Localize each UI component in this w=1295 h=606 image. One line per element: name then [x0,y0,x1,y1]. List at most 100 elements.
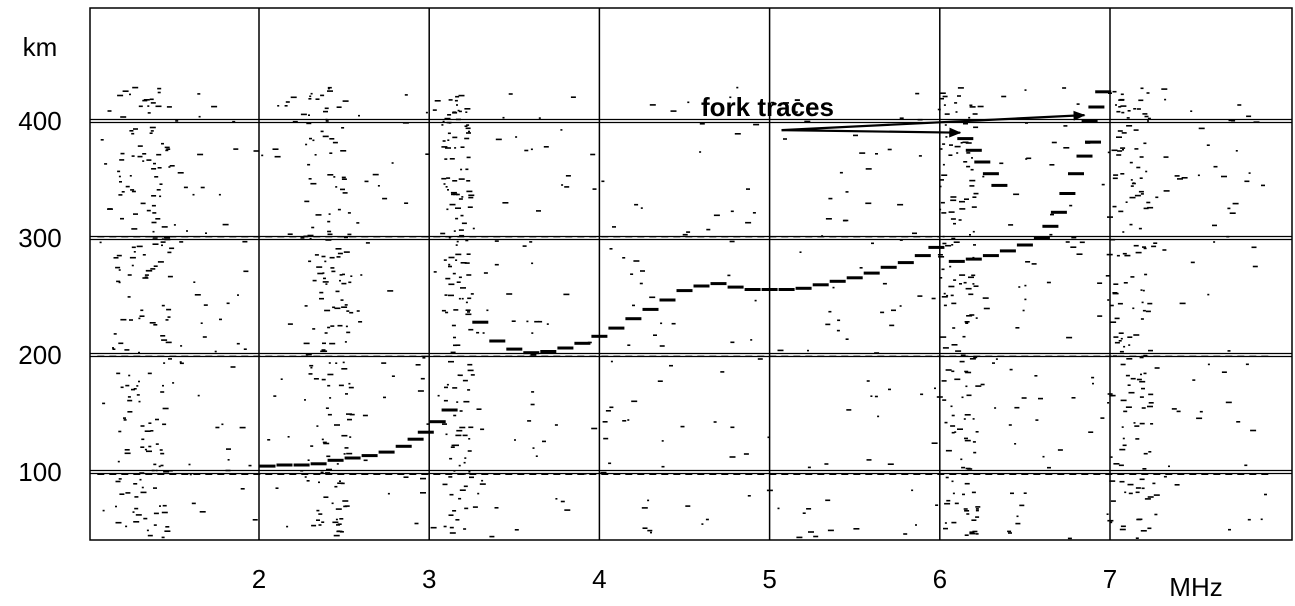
noise-speck [730,341,735,344]
noise-speck [339,518,344,520]
noise-speck [173,224,176,226]
noise-speck [463,485,468,488]
noise-speck [337,252,343,255]
noise-speck [243,270,249,273]
noise-speck [479,483,486,485]
noise-speck [941,174,948,176]
noise-speck [219,318,222,321]
noise-speck [958,219,962,221]
noise-speck [112,348,116,350]
noise-speck [745,221,752,224]
noise-speck [1122,231,1125,233]
noise-speck [145,269,151,272]
noise-speck [341,178,347,180]
noise-speck [972,196,977,198]
noise-speck [448,263,451,266]
noise-speck [713,214,720,217]
noise-speck [1140,530,1147,532]
noise-speck [1136,378,1142,381]
noise-speck [336,256,341,258]
noise-speck [162,384,164,387]
noise-speck [311,226,315,229]
noise-speck [442,483,448,486]
noise-speck [973,244,976,246]
noise-speck [1244,464,1248,467]
noise-speck [455,519,460,521]
noise-speck [480,428,485,431]
noise-speck [341,282,347,285]
noise-speck [321,255,326,258]
noise-speck [1046,281,1051,284]
noise-speck [827,529,834,532]
noise-speck [730,210,734,213]
noise-speck [193,281,196,283]
noise-speck [417,390,424,392]
noise-speck [449,457,453,460]
noise-speck [133,521,140,523]
noise-speck [117,460,120,463]
noise-speck [1163,190,1170,192]
noise-speck [943,292,946,295]
noise-speck [252,519,258,521]
noise-speck [971,157,973,159]
noise-speck [825,323,831,326]
noise-speck [1014,443,1017,445]
noise-speck [877,415,880,418]
noise-speck [531,391,535,393]
noise-speck [136,245,143,248]
noise-speck [1110,521,1113,524]
noise-speck [1112,177,1118,180]
noise-speck [1018,286,1021,288]
noise-speck [304,399,306,401]
noise-speck [538,117,541,119]
noise-speck [950,218,956,220]
noise-speck [564,186,570,188]
noise-speck [463,461,466,464]
noise-speck [344,447,349,449]
noise-speck [489,535,495,538]
x-tick-label: 5 [762,564,776,594]
noise-speck [865,202,872,205]
noise-speck [956,152,959,154]
noise-speck [1063,125,1068,127]
noise-speck [157,87,162,90]
noise-speck [1113,336,1119,338]
noise-speck [807,349,809,352]
noise-speck [329,397,332,399]
noise-speck [113,333,117,335]
noise-speck [120,152,125,155]
noise-speck [966,165,971,168]
noise-speck [966,315,973,317]
noise-speck [125,492,131,494]
noise-speck [286,525,289,528]
noise-speck [603,437,609,440]
noise-speck [197,93,201,95]
noise-speck [940,277,943,279]
noise-speck [963,161,968,163]
noise-speck [326,455,331,458]
noise-speck [1025,261,1031,263]
noise-speck [329,138,335,140]
noise-speck [1008,424,1012,426]
noise-speck [153,463,157,466]
noise-speck [957,87,964,89]
noise-speck [157,91,161,94]
noise-speck [160,391,165,393]
noise-speck [444,158,448,160]
noise-speck [448,283,455,286]
noise-speck [107,110,112,112]
trace-point [1042,224,1059,228]
noise-speck [321,438,324,441]
noise-speck [1141,387,1145,390]
noise-speck [943,104,946,106]
noise-speck [347,233,352,236]
noise-speck [197,394,200,397]
noise-speck [1067,537,1072,540]
noise-speck [455,259,458,261]
noise-speck [420,492,426,494]
noise-speck [129,175,132,177]
noise-speck [1147,405,1153,408]
noise-speck [133,388,137,390]
noise-speck [899,239,903,241]
noise-speck [341,368,348,370]
